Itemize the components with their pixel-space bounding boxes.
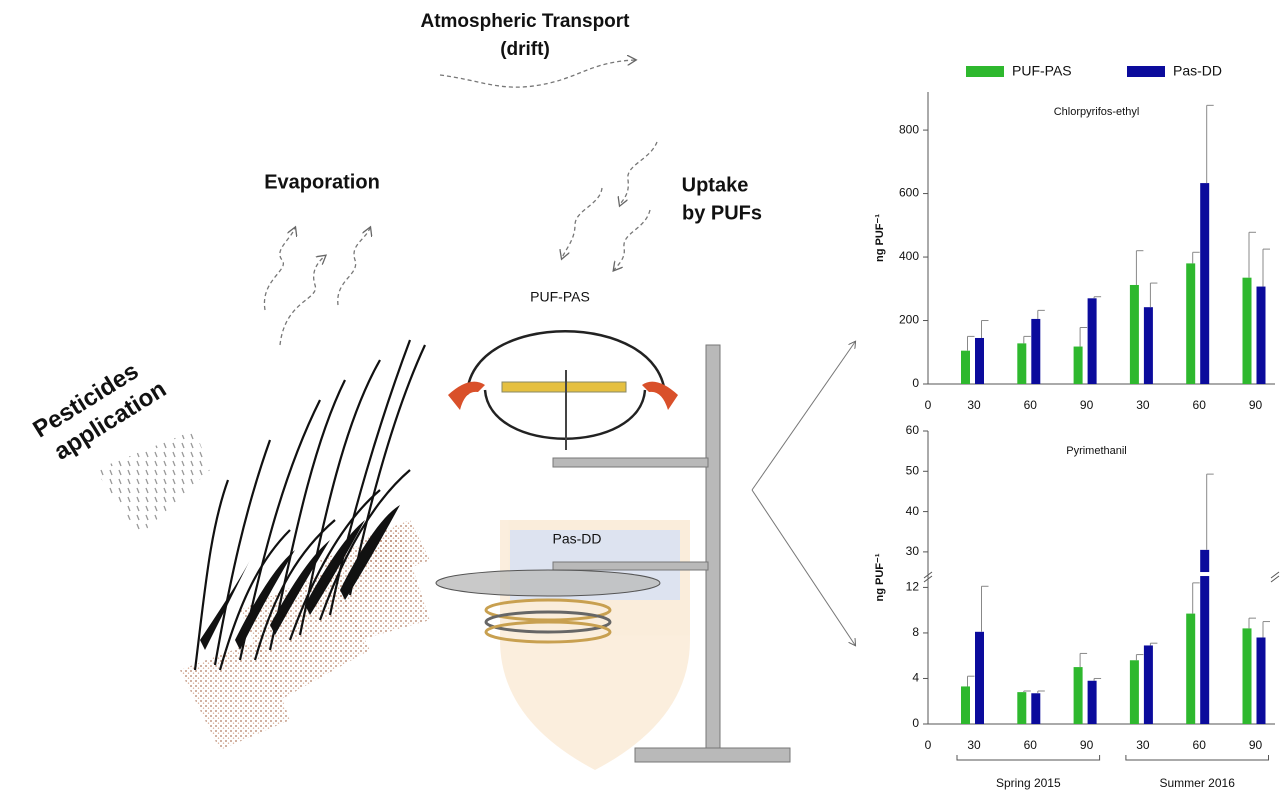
x-tick-label: 60: [1193, 738, 1207, 752]
bar: [975, 338, 984, 384]
x-tick-label: 30: [1136, 398, 1150, 412]
y-tick-label: 0: [912, 716, 919, 730]
bar: [1017, 692, 1026, 724]
bar: [1257, 287, 1266, 384]
puf-pas-label: PUF-PAS: [530, 289, 590, 305]
bar: [1243, 628, 1252, 724]
bar: [1130, 285, 1139, 384]
y-tick-label: 0: [912, 376, 919, 390]
x-tick-label: 60: [1193, 398, 1207, 412]
uptake-label: by PUFs: [682, 202, 762, 224]
evaporation-label: Evaporation: [264, 171, 380, 193]
x-tick-label: 60: [1024, 738, 1038, 752]
y-tick-label: 50: [906, 463, 920, 477]
legend-label: PUF-PAS: [1012, 63, 1072, 79]
y-tick-label: 600: [899, 186, 919, 200]
bar: [1088, 298, 1097, 384]
uptake-label: Uptake: [682, 174, 749, 196]
watermark: [500, 520, 690, 770]
y-tick-label: 40: [906, 504, 920, 518]
bar: [1074, 667, 1083, 724]
bar: [1017, 343, 1026, 384]
y-tick-label: 200: [899, 313, 919, 327]
x-tick-label: 60: [1024, 398, 1038, 412]
group-bracket: [1126, 755, 1269, 760]
bar: [961, 686, 970, 724]
y-tick-label: 8: [912, 625, 919, 639]
chart-title: Chlorpyrifos-ethyl: [1054, 106, 1140, 118]
pas-dd-label: Pas-DD: [552, 531, 601, 547]
y-tick-label: 12: [906, 580, 920, 594]
y-tick-label: 60: [906, 423, 920, 437]
y-tick-label: 4: [912, 671, 919, 685]
bar: [1130, 660, 1139, 724]
bar: [1257, 637, 1266, 724]
y-axis-label: ng PUF⁻¹: [874, 553, 886, 601]
drift-label: Atmospheric Transport: [420, 11, 630, 32]
bar: [1031, 319, 1040, 384]
bar: [1243, 278, 1252, 384]
x-tick-label: 90: [1080, 398, 1094, 412]
y-tick-label: 400: [899, 249, 919, 263]
legend-swatch: [1127, 66, 1165, 77]
bar: [1144, 307, 1153, 384]
group-label: Spring 2015: [996, 776, 1061, 790]
y-axis-label: ng PUF⁻¹: [874, 214, 886, 262]
legend-swatch: [966, 66, 1004, 77]
bar: [1074, 347, 1083, 384]
x-tick-label: 90: [1080, 738, 1094, 752]
axis-break: [929, 572, 1276, 576]
y-tick-label: 30: [906, 544, 920, 558]
group-label: Summer 2016: [1160, 776, 1236, 790]
bar: [1031, 693, 1040, 724]
x-tick-label: 90: [1249, 398, 1263, 412]
page: Atmospheric Transport (drift) Evaporatio…: [0, 0, 1281, 799]
bar: [961, 351, 970, 384]
bar: [1186, 263, 1195, 384]
group-bracket: [957, 755, 1100, 760]
x-tick-label: 90: [1249, 738, 1263, 752]
bar: [1200, 183, 1209, 384]
x-tick-label: 30: [1136, 738, 1150, 752]
bar: [1088, 681, 1097, 724]
bar: [1186, 614, 1195, 724]
x-origin-label: 0: [925, 738, 932, 752]
x-origin-label: 0: [925, 398, 932, 412]
x-tick-label: 30: [967, 738, 981, 752]
drift-label: (drift): [500, 39, 550, 60]
bar: [975, 632, 984, 724]
bar: [1144, 645, 1153, 724]
y-tick-label: 800: [899, 122, 919, 136]
field: [95, 430, 430, 750]
x-tick-label: 30: [967, 398, 981, 412]
chart-title: Pyrimethanil: [1066, 445, 1127, 457]
legend-label: Pas-DD: [1173, 63, 1222, 79]
